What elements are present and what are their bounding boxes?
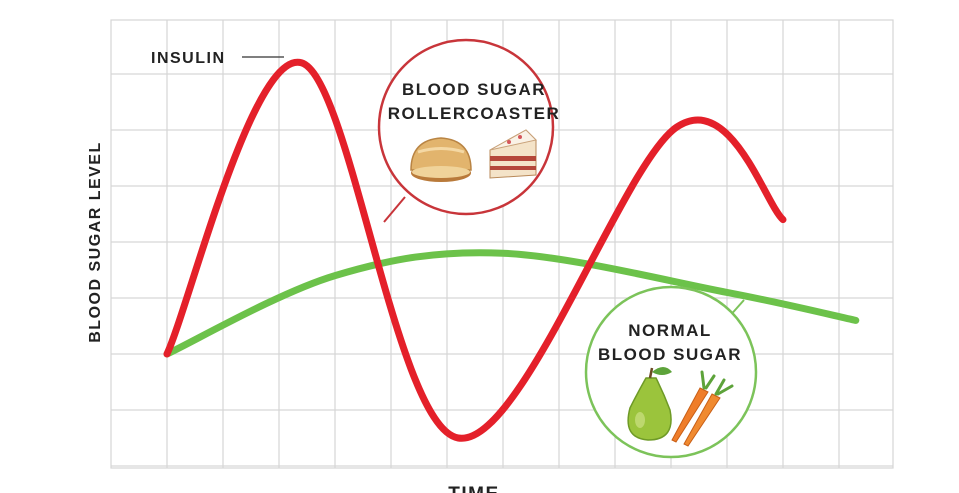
series-label-insulin: INSULIN (151, 50, 226, 67)
plot-frame (110, 19, 894, 469)
cake-icon (489, 129, 538, 179)
normal-title-line1: NORMAL (628, 321, 712, 340)
x-axis-label: TIME (448, 484, 499, 493)
rollercoaster-callout: BLOOD SUGAR ROLLERCOASTER (377, 38, 561, 223)
series-normal-blood-sugar (163, 249, 860, 358)
carrot-icon (671, 370, 734, 447)
normal-blood-sugar-callout: NORMAL BLOOD SUGAR (584, 285, 758, 459)
y-axis-label: BLOOD SUGAR LEVEL (87, 141, 104, 343)
rollercoaster-title-line2: ROLLERCOASTER (388, 104, 561, 123)
pear-icon (627, 367, 672, 441)
bread-icon (410, 137, 472, 182)
series-insulin (163, 59, 787, 442)
normal-title-line2: BLOOD SUGAR (598, 345, 742, 364)
rollercoaster-title-line1: BLOOD SUGAR (402, 80, 546, 99)
